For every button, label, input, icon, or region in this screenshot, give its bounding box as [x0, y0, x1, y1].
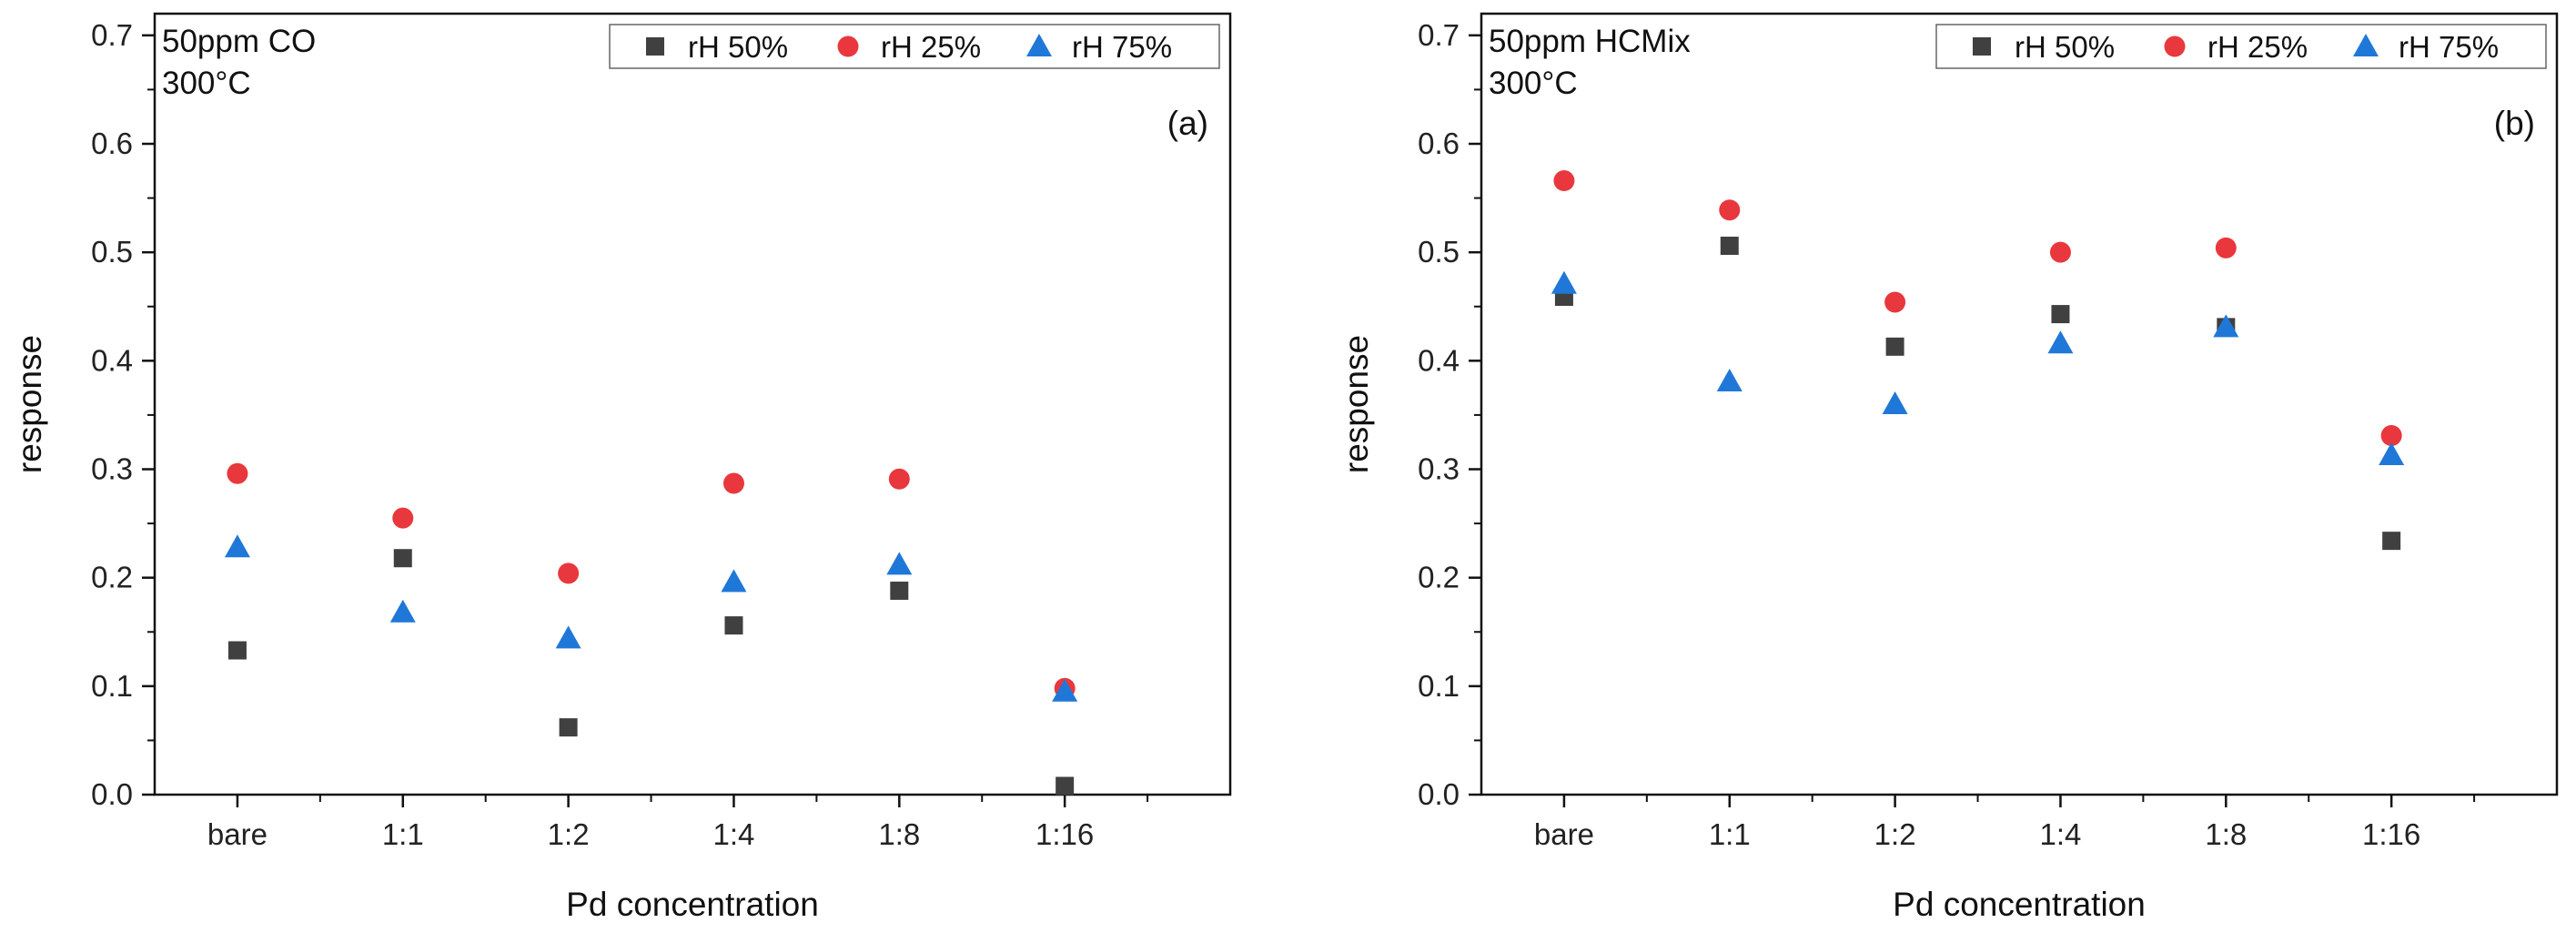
- annotation-line: 50ppm HCMix: [1489, 24, 1691, 59]
- legend-box: [609, 24, 1220, 69]
- data-point: [1882, 391, 1908, 414]
- data-point: [724, 616, 743, 635]
- plot-frame: [153, 12, 1232, 796]
- x-tick-label: 1:1: [1709, 817, 1751, 851]
- x-tick-label: 1:8: [2205, 817, 2247, 851]
- series-square: [1554, 237, 2401, 551]
- annotation-line: 300°C: [162, 66, 251, 101]
- y-tick-label: 0.3: [1418, 452, 1460, 486]
- data-point: [1052, 678, 1078, 702]
- y-tick-label: 0.6: [1418, 127, 1460, 160]
- data-point: [2380, 425, 2402, 447]
- data-point: [559, 718, 578, 737]
- legend-label: rH 50%: [688, 30, 788, 64]
- legend-label: rH 50%: [2015, 30, 2115, 64]
- legend-marker-triangle: [2353, 34, 2379, 56]
- data-point: [555, 625, 581, 649]
- y-tick-label: 0.7: [1418, 18, 1460, 52]
- legend-box: [1935, 24, 2547, 69]
- data-point: [389, 599, 416, 623]
- data-point: [2049, 241, 2071, 263]
- data-point: [1553, 170, 1575, 192]
- legend-marker-circle: [837, 35, 859, 57]
- series-circle: [227, 462, 1076, 699]
- legend-marker-square: [1973, 37, 1991, 56]
- data-point: [393, 549, 412, 568]
- panel-label: (b): [2494, 105, 2535, 142]
- annotation-line: 50ppm CO: [162, 24, 316, 59]
- y-tick-label: 0.1: [1418, 669, 1460, 703]
- y-tick-label: 0.1: [91, 669, 133, 703]
- y-tick-label: 0.0: [1418, 777, 1460, 811]
- data-point: [890, 581, 909, 600]
- data-point: [392, 507, 414, 529]
- legend-marker-triangle: [1026, 34, 1052, 56]
- data-point: [888, 468, 910, 490]
- y-tick-label: 0.4: [1418, 343, 1460, 377]
- legend-label: rH 75%: [2399, 30, 2499, 64]
- legend: rH 50% rH 25% rH 75%: [1935, 24, 2547, 69]
- data-point: [886, 552, 913, 575]
- x-tick-label: 1:2: [548, 817, 590, 851]
- legend-label: rH 25%: [2207, 30, 2308, 64]
- y-tick-label: 0.7: [91, 18, 133, 52]
- y-tick-label: 0.6: [91, 127, 133, 160]
- x-tick-label: 1:4: [713, 817, 755, 851]
- legend: rH 50% rH 25% rH 75%: [609, 24, 1220, 69]
- data-point: [722, 472, 744, 494]
- data-point: [1716, 368, 1743, 391]
- data-point: [2382, 532, 2401, 551]
- series-circle: [1553, 170, 2402, 447]
- data-point: [2047, 330, 2074, 354]
- x-tick-label: 1:8: [878, 817, 920, 851]
- y-tick-label: 0.0: [91, 777, 133, 811]
- data-point: [2215, 237, 2237, 259]
- x-tick-label: 1:4: [2040, 817, 2082, 851]
- legend-label: rH 75%: [1072, 30, 1172, 64]
- y-tick-label: 0.3: [91, 452, 133, 486]
- legend-label: rH 25%: [881, 30, 981, 64]
- data-point: [558, 563, 580, 584]
- panel-label: (a): [1167, 105, 1208, 142]
- data-point: [1885, 337, 1904, 356]
- x-tick-label: 1:2: [1874, 817, 1916, 851]
- x-tick-label: bare: [207, 817, 268, 851]
- data-point: [1884, 291, 1906, 313]
- annotation-line: 300°C: [1489, 66, 1578, 101]
- data-point: [224, 534, 250, 558]
- data-point: [1056, 776, 1075, 796]
- series-triangle: [224, 534, 1078, 702]
- chart-panel-b: 0.0 0.1 0.2 0.3 0.4 0.5 0.6 0.7 bare 1:1 1:2 1:4 1:8…: [1338, 12, 2559, 923]
- y-tick-label: 0.5: [1418, 235, 1460, 269]
- data-point: [227, 641, 247, 660]
- y-axis-title: response: [1338, 335, 1375, 473]
- data-point: [1720, 237, 1739, 256]
- x-tick-label: 1:16: [1035, 817, 1094, 851]
- data-point: [2051, 305, 2070, 324]
- x-tick-label: 1:16: [2362, 817, 2420, 851]
- x-axis-title: Pd concentration: [1893, 886, 2146, 923]
- y-tick-label: 0.5: [91, 235, 133, 269]
- data-point: [2213, 314, 2239, 338]
- y-tick-label: 0.2: [91, 561, 133, 594]
- data-point: [1551, 270, 1577, 294]
- x-tick-label: bare: [1534, 817, 1594, 851]
- data-point: [227, 462, 248, 484]
- y-tick-label: 0.4: [91, 343, 133, 377]
- legend-marker-circle: [2164, 35, 2186, 57]
- data-point: [721, 569, 747, 593]
- y-tick-label: 0.2: [1418, 561, 1460, 594]
- x-axis-title: Pd concentration: [566, 886, 819, 923]
- data-point: [2379, 442, 2405, 466]
- series-square: [227, 549, 1075, 796]
- chart-panel-a: 0.0 0.1 0.2 0.3 0.4 0.5 0.6 0.7 bare 1:1 1:2 1:4 1:8…: [11, 12, 1232, 923]
- data-point: [1719, 199, 1741, 221]
- x-tick-label: 1:1: [382, 817, 424, 851]
- legend-marker-square: [646, 37, 664, 56]
- plot-frame: [1480, 12, 2559, 796]
- series-triangle: [1551, 270, 2405, 466]
- y-axis-title: response: [11, 335, 48, 473]
